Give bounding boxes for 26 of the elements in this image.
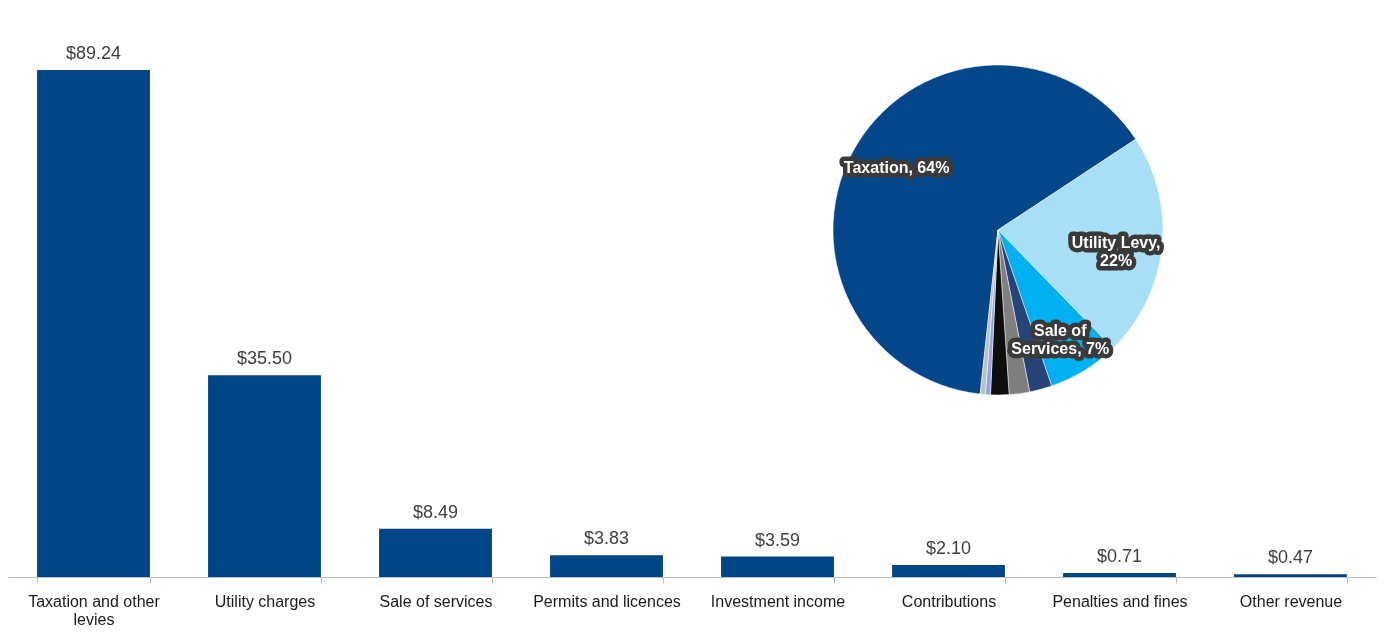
bar: [379, 528, 492, 577]
data-label: Utility Levy, 22%: [1071, 233, 1161, 269]
bar: [37, 70, 150, 577]
x-tick-label: Investment income: [710, 592, 846, 610]
data-label: Taxation, 64%: [843, 159, 950, 177]
bar: [1063, 572, 1176, 577]
data-label: $0.47: [1267, 547, 1314, 568]
data-label: $3.59: [754, 529, 801, 550]
x-tick-label: Permits and licences: [533, 592, 681, 610]
data-label: $35.50: [236, 348, 293, 369]
x-tick-label: Contributions: [901, 592, 997, 610]
data-label: $0.71: [1096, 545, 1143, 566]
bar: [550, 555, 663, 577]
bar: [721, 556, 834, 577]
bar: [1234, 574, 1347, 577]
x-tick-label: Utility charges: [214, 592, 316, 610]
data-label: $89.24: [65, 43, 122, 63]
bar: [892, 565, 1005, 577]
data-label: $2.10: [925, 538, 972, 559]
x-tick-label: Taxation and other levies: [28, 592, 161, 628]
x-tick-label: Penalties and fines: [1052, 592, 1188, 610]
data-label: $3.83: [583, 528, 630, 549]
data-label: $8.49: [412, 501, 459, 522]
x-tick-label: Other revenue: [1239, 592, 1343, 610]
bar: [208, 375, 321, 577]
x-tick-label: Sale of services: [379, 592, 493, 610]
